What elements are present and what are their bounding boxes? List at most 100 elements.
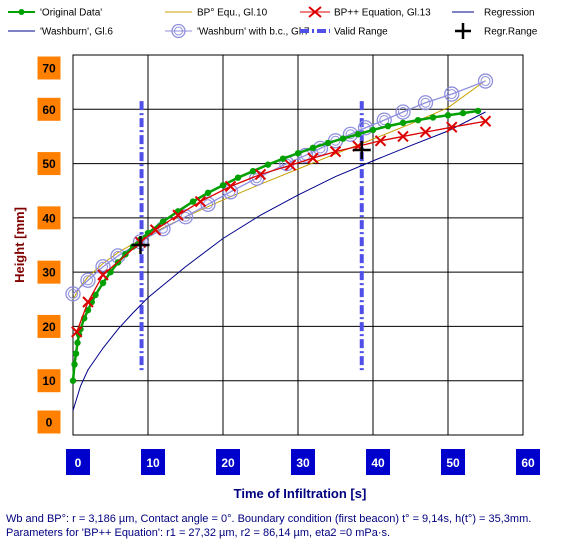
legend-marker [174, 26, 183, 36]
data-point [339, 135, 347, 142]
x-tick-label: 20 [221, 456, 235, 470]
legend-label: 'Washburn', Gl.6 [40, 27, 113, 38]
legend-swatch [455, 23, 471, 39]
x-tick-box [516, 449, 540, 475]
x-tick-label: 50 [446, 456, 460, 470]
y-tick-box [36, 55, 62, 81]
data-point [71, 326, 83, 338]
data-point [294, 150, 302, 157]
y-tick-box [36, 259, 62, 285]
data-point [309, 144, 317, 152]
data-point [444, 86, 460, 102]
series-layer [65, 73, 494, 411]
data-point [446, 121, 458, 133]
x-tick-box [141, 449, 165, 475]
legend: 'Original Data' BP° Equ., Gl.10 BP++ Equat… [8, 6, 538, 39]
data-point [307, 152, 319, 164]
data-point [284, 159, 297, 171]
y-tick-box [36, 313, 62, 339]
x-tick-box [291, 449, 315, 475]
data-point [204, 189, 212, 197]
data-point [122, 251, 129, 258]
data-point [82, 296, 94, 308]
x-tick-labels: 0 10 20 30 40 50 60 [66, 449, 540, 475]
data-point-inner [83, 275, 93, 286]
data-point [69, 377, 77, 384]
data-point [99, 279, 107, 287]
data-point-inner [98, 261, 108, 272]
series-line [76, 120, 486, 333]
data-point-inner [446, 89, 457, 100]
legend-label: 'Washburn' with b.c., Gl.7 [197, 27, 310, 38]
y-tick-label: 0 [46, 416, 53, 430]
y-tick-label: 20 [42, 320, 56, 334]
footer-line-2: Parameters for 'BP++ Equation': r1 = 27,… [6, 527, 391, 539]
data-point [254, 168, 267, 181]
x-tick-label: 30 [296, 456, 310, 470]
y-tick-box [36, 368, 62, 394]
data-point [419, 126, 432, 138]
data-point [374, 135, 387, 147]
legend-label: Regr.Range [484, 27, 538, 38]
data-point [369, 126, 377, 134]
legend-label: Regression [484, 8, 535, 19]
y-tick-label: 40 [42, 211, 56, 225]
x-tick-label: 60 [521, 456, 535, 470]
data-point [249, 167, 257, 175]
data-point [352, 141, 371, 159]
y-tick-box [36, 96, 62, 122]
data-point [279, 155, 287, 162]
x-tick-box [216, 449, 240, 475]
data-point [65, 286, 81, 302]
y-tick-label: 50 [42, 157, 56, 171]
series-line [72, 80, 486, 300]
y-axis-title: Height [mm] [12, 207, 27, 283]
y-tick-label: 10 [42, 374, 56, 388]
y-tick-label: 70 [42, 62, 56, 76]
data-point [224, 180, 237, 193]
data-point [172, 209, 184, 221]
data-point [329, 145, 342, 158]
data-point [477, 73, 494, 89]
data-point [72, 350, 80, 357]
data-point [234, 174, 242, 181]
chart: 'Original Data' BP° Equ., Gl.10 BP++ Equat… [8, 6, 540, 501]
y-tick-label: 60 [42, 103, 56, 117]
data-point [399, 119, 407, 127]
data-point [479, 115, 492, 127]
data-point-inner [398, 107, 408, 117]
data-point-inner [379, 115, 390, 126]
data-point [444, 112, 452, 119]
data-point [84, 306, 92, 314]
data-point [222, 184, 239, 200]
data-point [92, 291, 99, 299]
x-tick-box [441, 449, 465, 475]
data-point [71, 361, 78, 368]
footer-line-1: Wb and BP°: r = 3,186 µm, Contact angle … [6, 513, 532, 525]
y-tick-labels: 0 10 20 30 40 50 60 70 [36, 55, 62, 435]
data-point [397, 130, 409, 143]
legend-label: BP° Equ., Gl.10 [197, 8, 268, 19]
data-point [74, 339, 81, 346]
data-point-inner [480, 76, 491, 87]
data-point [429, 114, 437, 121]
data-point [384, 122, 392, 130]
data-point [459, 109, 467, 117]
data-point [131, 236, 150, 254]
data-point [97, 269, 109, 281]
x-tick-box [66, 449, 90, 475]
data-point [264, 161, 272, 168]
y-tick-box [36, 151, 62, 177]
data-point [219, 182, 227, 189]
legend-marker [18, 9, 25, 15]
legend-label: 'Original Data' [40, 8, 102, 19]
data-point [417, 95, 434, 111]
x-tick-box [366, 449, 390, 475]
valid-range-lines [139, 101, 364, 373]
y-tick-box [36, 409, 62, 435]
x-axis-title: Time of Infiltration [s] [234, 486, 367, 501]
data-point [324, 139, 332, 147]
y-tick-box [36, 205, 62, 231]
legend-marker [308, 6, 322, 18]
data-point [395, 104, 411, 120]
